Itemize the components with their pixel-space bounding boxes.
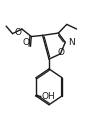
Text: O: O: [57, 48, 64, 57]
Text: OH: OH: [41, 92, 55, 101]
Text: O: O: [14, 28, 21, 37]
Text: N: N: [68, 38, 75, 47]
Text: O: O: [23, 38, 30, 47]
